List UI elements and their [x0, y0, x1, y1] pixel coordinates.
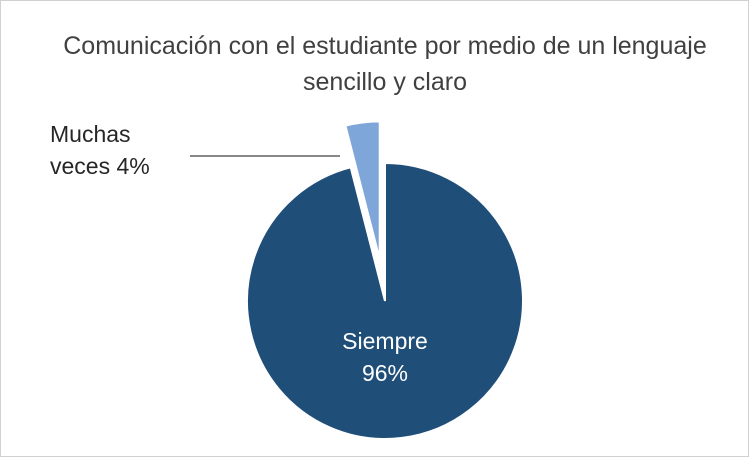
pie-slice [344, 120, 381, 260]
data-label: Siempre 96% [342, 328, 428, 386]
data-label: Muchas veces 4% [50, 121, 150, 179]
chart-title: Comunicación con el estudiante por medio… [63, 32, 707, 96]
pie-slice [246, 161, 524, 440]
